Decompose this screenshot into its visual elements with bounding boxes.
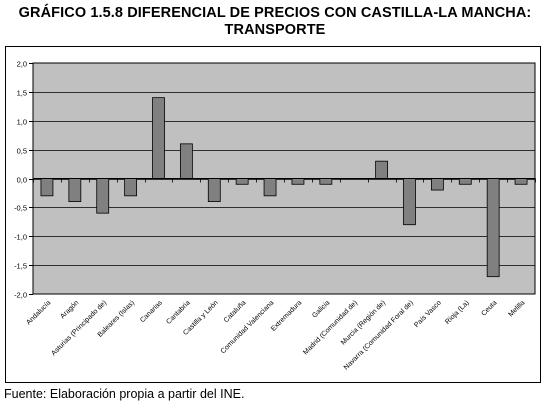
y-tick-label: -0,5 <box>14 204 27 213</box>
bar <box>291 178 305 185</box>
bar <box>375 160 389 179</box>
source-note: Fuente: Elaboración propia a partir del … <box>4 387 245 401</box>
bar <box>207 178 221 203</box>
y-tick-label: 1,0 <box>17 118 27 127</box>
y-tick-label: 0,0 <box>17 176 27 185</box>
x-tick-label: Canarias <box>139 299 164 324</box>
bar <box>152 97 165 179</box>
x-tick-label: Comunidad Valenciana <box>220 299 276 355</box>
chart-title-line-1: GRÁFICO 1.5.8 DIFERENCIAL DE PRECIOS CON… <box>18 5 532 21</box>
bar <box>430 178 444 191</box>
x-tick-label: Ceuta <box>480 299 498 317</box>
x-tick-label: Andalucía <box>25 299 52 326</box>
x-tick-label: Cantabria <box>165 299 191 325</box>
x-tick-label: Cataluña <box>223 299 248 324</box>
bar-chart: 2,0 1,5 1,0 0,5 0,0 -0,5 -1,0 -1,5 -2,0Andalucía… <box>14 60 536 372</box>
y-tick-label: 2,0 <box>17 60 27 69</box>
bar <box>319 178 333 185</box>
bar <box>96 178 110 214</box>
chart-title-line-2: TRANSPORTE <box>224 22 326 38</box>
bar <box>68 178 82 203</box>
y-tick-label: -1,0 <box>14 233 27 242</box>
x-tick-label: Rioja (La) <box>444 299 470 325</box>
bar <box>263 178 277 197</box>
bar <box>179 143 193 179</box>
bar <box>514 178 528 185</box>
bar <box>486 178 500 278</box>
chart-frame: 2,0 1,5 1,0 0,5 0,0 -0,5 -1,0 -1,5 -2,0 Andalucía… <box>5 46 541 383</box>
chart-title: GRÁFICO 1.5.8 DIFERENCIAL DE PRECIOS CON… <box>0 5 550 39</box>
y-tick-label: -1,5 <box>14 262 27 271</box>
x-tick-label: Galicia <box>311 299 331 319</box>
bar <box>458 178 472 185</box>
y-tick-label: -2,0 <box>14 291 27 300</box>
x-tick-label: Madrid (Comunidad de) <box>302 299 359 356</box>
x-tick-label: Aragón <box>59 299 80 320</box>
x-tick-label: Melilla <box>507 299 526 318</box>
y-tick-label: 1,5 <box>17 89 27 98</box>
x-tick-label: Asturias (Principado de) <box>50 299 108 357</box>
bar <box>235 178 249 185</box>
bar <box>403 178 416 226</box>
bar <box>40 178 54 197</box>
bar <box>124 178 138 197</box>
x-tick-label: País Vasco <box>413 299 443 329</box>
y-tick-label: 0,5 <box>17 147 27 156</box>
